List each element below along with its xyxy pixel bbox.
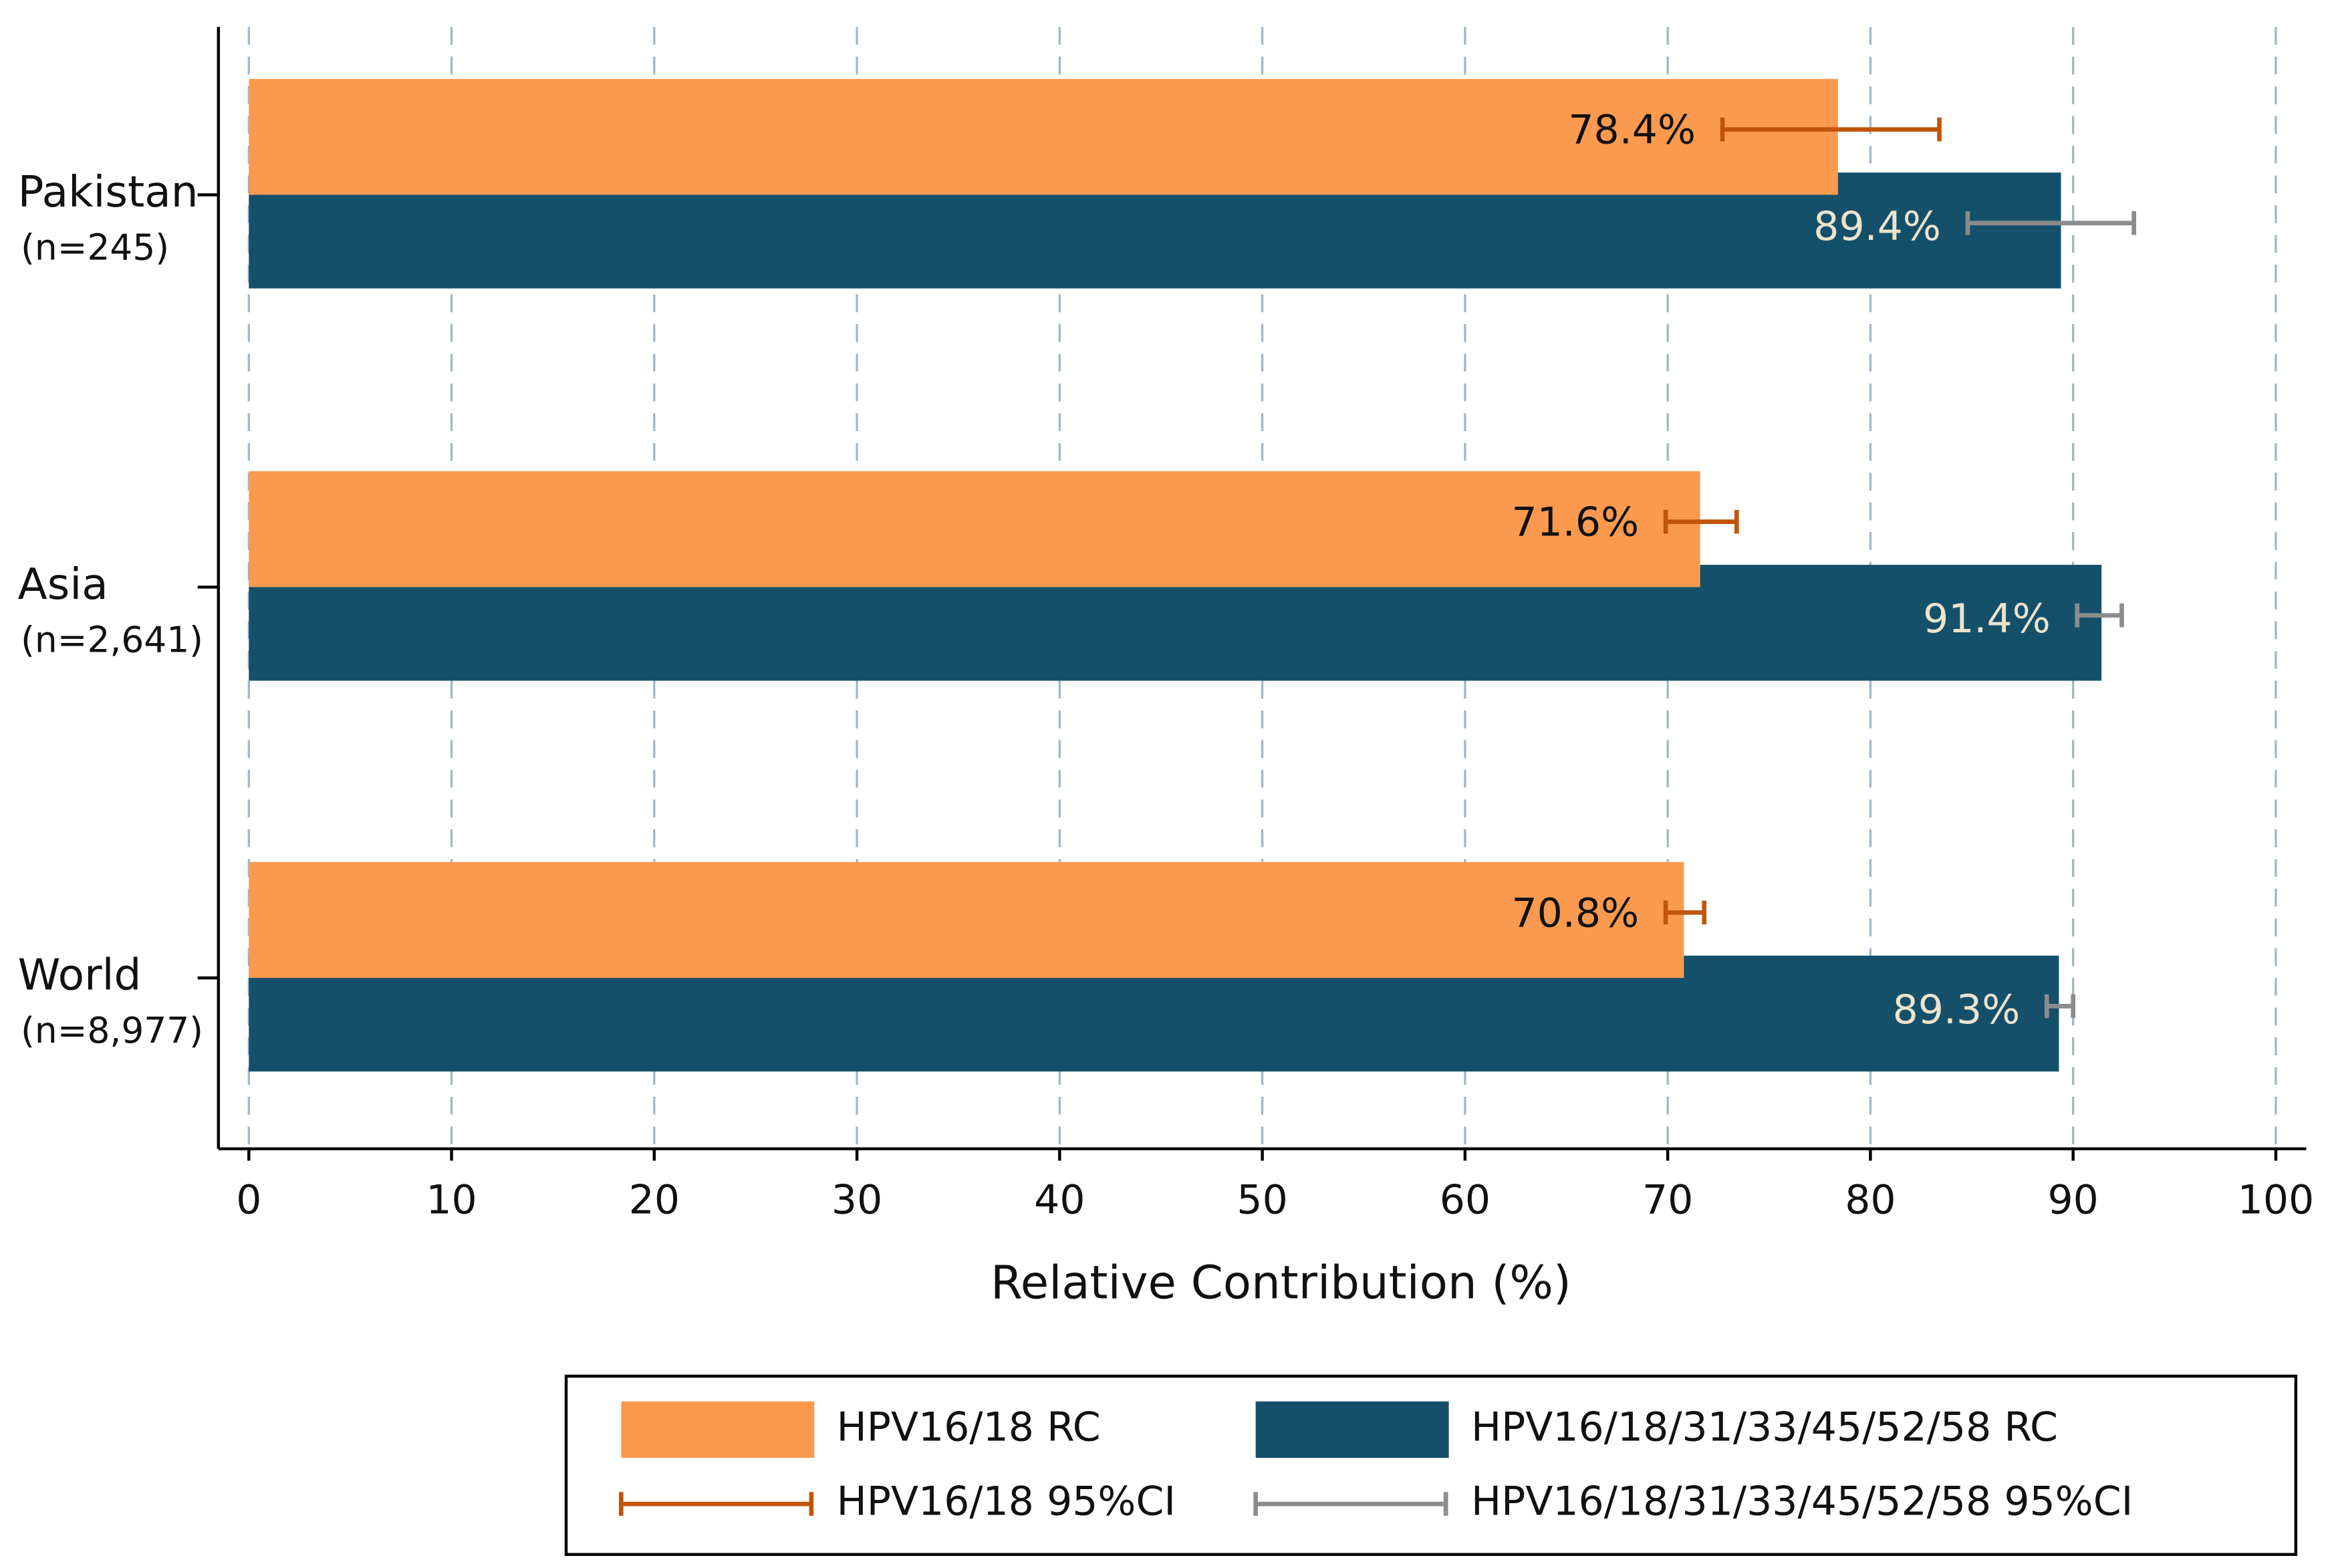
legend-swatch-ci	[1253, 1492, 1448, 1516]
legend-label: HPV16/18 RC	[837, 1404, 1101, 1451]
x-tick-label: 70	[1642, 1176, 1693, 1223]
legend-swatch	[1255, 1401, 1449, 1458]
legend-label: HPV16/18/31/33/45/52/58 RC	[1471, 1404, 2058, 1451]
legend-label: HPV16/18/31/33/45/52/58 95%CI	[1471, 1478, 2133, 1525]
x-tick-label: 50	[1237, 1176, 1287, 1223]
x-tick-label: 20	[629, 1176, 680, 1223]
x-tick-label: 60	[1440, 1176, 1491, 1223]
y-tick-label: World	[18, 950, 142, 1001]
x-tick-label: 30	[831, 1176, 882, 1223]
error-bar	[1965, 211, 2136, 235]
error-bar	[1663, 509, 1739, 534]
y-tick-sublabel: (n=2,641)	[21, 618, 203, 660]
x-tick-label: 40	[1034, 1176, 1085, 1223]
value-label: 78.4%	[1568, 107, 1696, 154]
x-tick-label: 80	[1845, 1176, 1896, 1223]
value-label: 89.3%	[1893, 987, 2021, 1033]
y-tick-label: Pakistan	[18, 167, 199, 217]
x-tick-label: 10	[426, 1176, 477, 1223]
y-tick-sublabel: (n=245)	[21, 226, 169, 268]
value-label: 71.6%	[1511, 499, 1639, 546]
bar	[249, 79, 1838, 195]
legend-swatch	[621, 1401, 815, 1458]
y-tick-label: Asia	[18, 559, 108, 610]
error-bar	[2075, 603, 2124, 628]
x-axis-title: Relative Contribution (%)	[991, 1256, 1571, 1309]
x-tick-label: 90	[2047, 1176, 2098, 1223]
error-bar	[2044, 994, 2076, 1019]
x-tick-label: 100	[2238, 1176, 2315, 1223]
x-tick-label: 0	[236, 1176, 261, 1223]
error-bar	[1663, 900, 1707, 925]
value-label: 70.8%	[1511, 890, 1639, 936]
error-bar	[1720, 117, 1942, 142]
legend-swatch-ci	[618, 1492, 814, 1516]
value-label: 89.4%	[1813, 203, 1941, 250]
bar	[249, 471, 1700, 587]
y-tick-sublabel: (n=8,977)	[21, 1009, 203, 1051]
value-label: 91.4%	[1923, 596, 2051, 642]
legend-label: HPV16/18 95%CI	[837, 1478, 1176, 1525]
bar	[249, 862, 1684, 978]
